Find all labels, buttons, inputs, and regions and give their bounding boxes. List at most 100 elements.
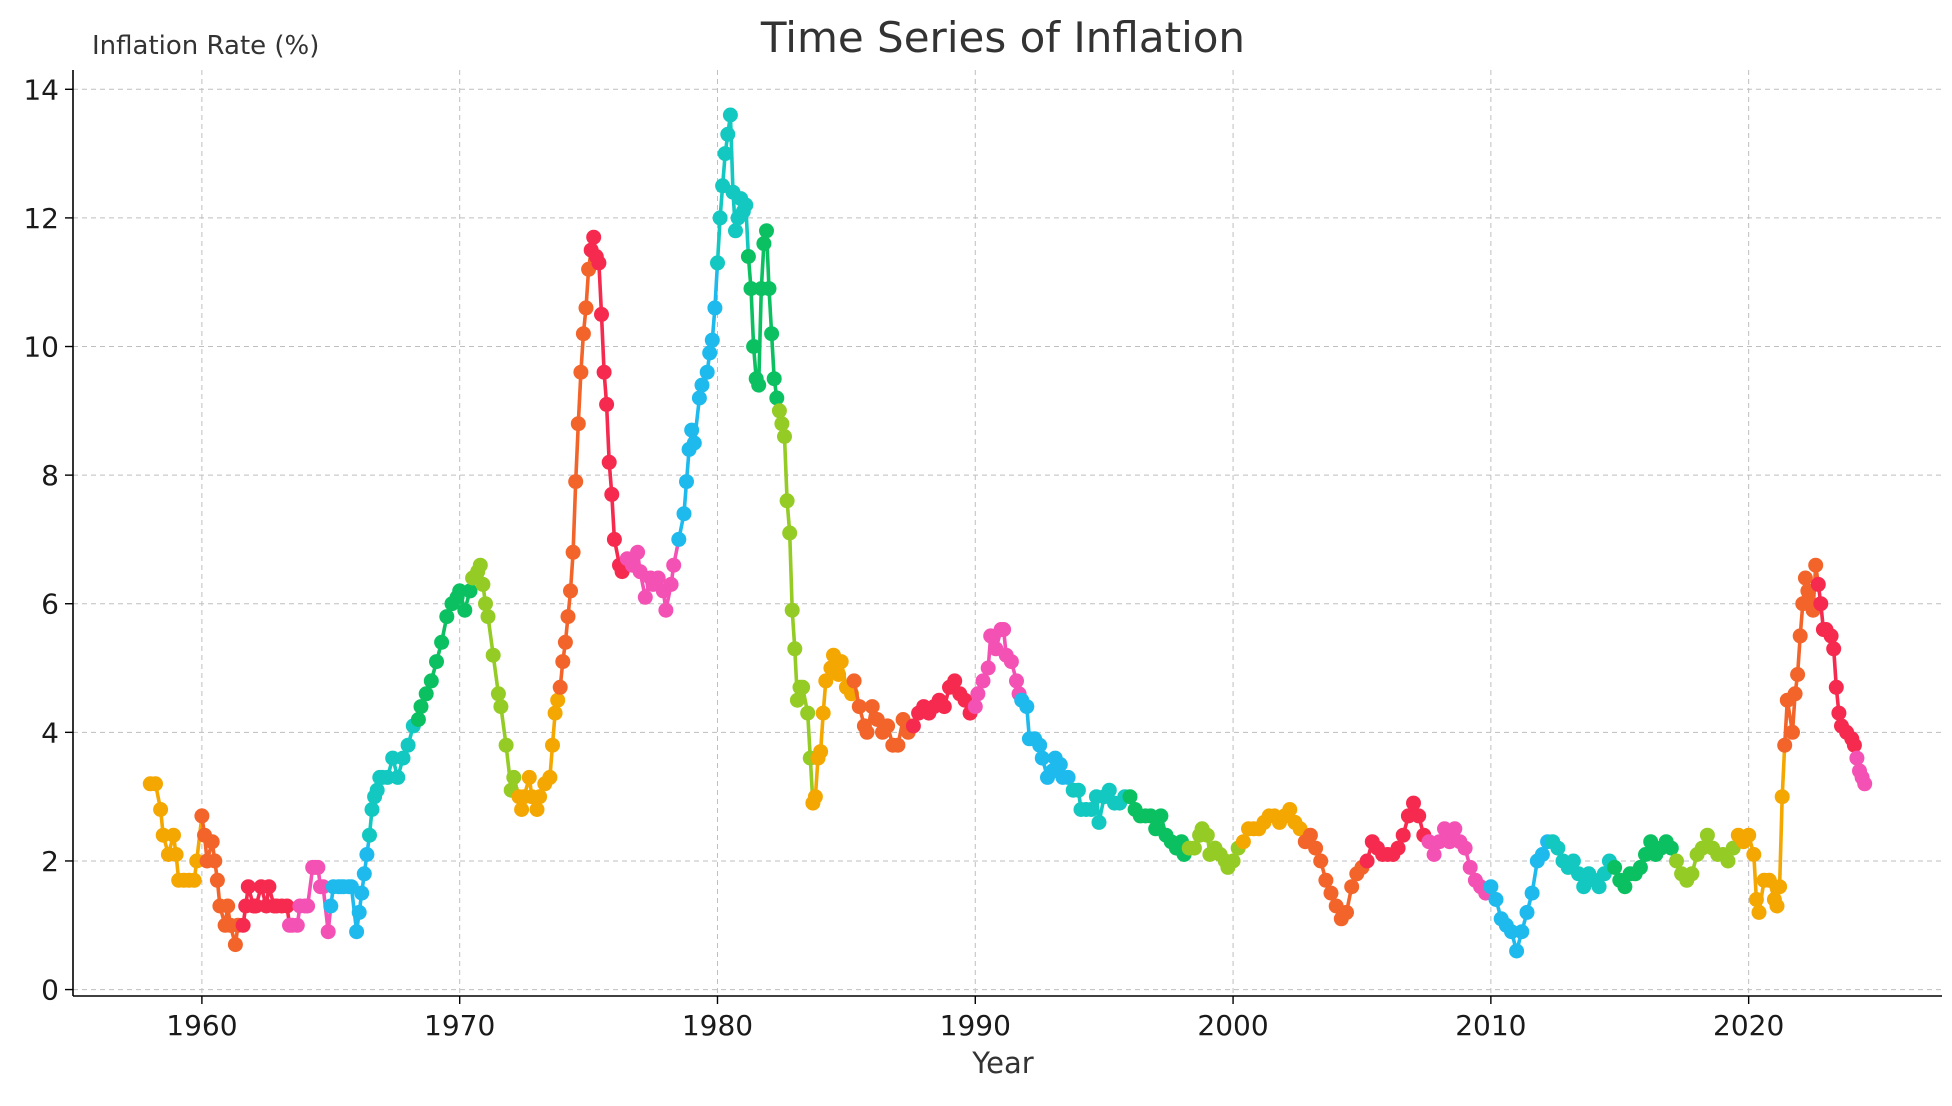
data-point — [493, 699, 509, 715]
data-point — [1769, 898, 1785, 914]
y-tick-label-10: 10 — [23, 331, 59, 364]
data-point — [529, 802, 545, 817]
chart-title: Time Series of Inflation — [760, 13, 1245, 62]
x-tick-label-1990: 1990 — [940, 1009, 1011, 1042]
data-point — [859, 724, 875, 740]
data-point — [782, 525, 798, 541]
data-point — [764, 326, 780, 342]
data-point — [604, 486, 620, 502]
data-point — [1235, 834, 1251, 850]
data-point — [980, 660, 996, 676]
data-point — [663, 576, 679, 592]
data-point — [686, 435, 702, 451]
data-point — [1313, 853, 1329, 869]
data-point — [349, 924, 365, 940]
data-point — [1400, 808, 1416, 824]
data-point — [967, 699, 983, 715]
data-point — [606, 531, 622, 547]
data-point — [815, 705, 831, 721]
data-point — [728, 223, 743, 239]
data-point — [1607, 859, 1623, 875]
data-point — [702, 345, 718, 361]
data-point — [777, 429, 792, 444]
data-point — [601, 454, 617, 470]
data-point — [1808, 557, 1824, 573]
data-point — [784, 602, 800, 618]
data-point — [1823, 628, 1839, 644]
data-point — [1406, 795, 1421, 811]
data-point — [315, 879, 331, 895]
data-point — [1741, 827, 1757, 843]
data-point — [1083, 802, 1099, 817]
data-point — [1032, 737, 1048, 753]
data-point — [480, 609, 496, 625]
data-point — [846, 673, 862, 689]
data-point — [707, 300, 723, 316]
data-point — [429, 654, 444, 670]
data-point — [439, 609, 455, 625]
data-point — [552, 679, 568, 695]
data-point — [936, 699, 952, 715]
data-point — [490, 686, 506, 702]
data-point — [209, 872, 225, 888]
data-point — [743, 281, 759, 297]
series-segment-8 — [511, 685, 566, 817]
data-point — [1421, 834, 1437, 850]
data-point — [1483, 879, 1499, 895]
data-point — [771, 403, 787, 419]
data-point — [851, 699, 867, 715]
series-segment-12 — [671, 261, 723, 547]
data-point — [1751, 904, 1767, 920]
series-segment-31 — [1669, 827, 1741, 888]
data-point — [1091, 814, 1107, 830]
series-segment-19 — [967, 622, 1027, 715]
x-tick-label-1960: 1960 — [166, 1009, 237, 1042]
y-tick-label-12: 12 — [23, 202, 59, 235]
x-axis-title: Year — [971, 1046, 1033, 1080]
data-point — [423, 673, 439, 689]
data-point — [413, 699, 429, 715]
data-point — [818, 673, 834, 689]
data-point — [166, 827, 181, 843]
data-point — [658, 602, 674, 618]
data-point — [545, 737, 560, 753]
y-axis-title: Inflation Rate (%) — [92, 31, 319, 61]
series-segment-25 — [1297, 827, 1370, 927]
data-point — [596, 364, 612, 380]
data-point — [630, 544, 646, 560]
data-point — [300, 898, 316, 914]
series-segment-27 — [1421, 821, 1494, 901]
series-segment-32 — [1730, 743, 1790, 920]
data-point — [1186, 840, 1202, 856]
data-point — [774, 416, 790, 432]
data-point — [1411, 808, 1427, 824]
data-point — [220, 898, 236, 914]
data-point — [320, 924, 336, 940]
data-point — [532, 789, 548, 805]
data-point — [1442, 834, 1458, 850]
series-segment-14 — [740, 223, 785, 413]
x-tick-label-2000: 2000 — [1197, 1009, 1268, 1042]
data-point — [1777, 737, 1793, 753]
data-point — [1684, 866, 1700, 882]
series-segment-3 — [282, 859, 336, 940]
data-point — [1797, 570, 1813, 586]
series-segment-13 — [710, 107, 754, 271]
series-segment-6 — [410, 576, 478, 727]
data-point — [880, 718, 896, 734]
data-point — [1003, 654, 1019, 670]
data-point — [542, 769, 558, 785]
data-point — [1849, 750, 1865, 766]
data-point — [704, 332, 720, 348]
data-point — [746, 339, 762, 354]
data-point — [1019, 699, 1035, 715]
data-point — [712, 210, 728, 226]
series — [142, 107, 1873, 959]
data-point — [452, 583, 468, 599]
data-point — [1153, 808, 1169, 824]
data-point — [890, 737, 906, 753]
data-point — [475, 576, 491, 592]
data-point — [800, 705, 816, 721]
data-point — [186, 872, 202, 888]
data-point — [204, 834, 220, 850]
